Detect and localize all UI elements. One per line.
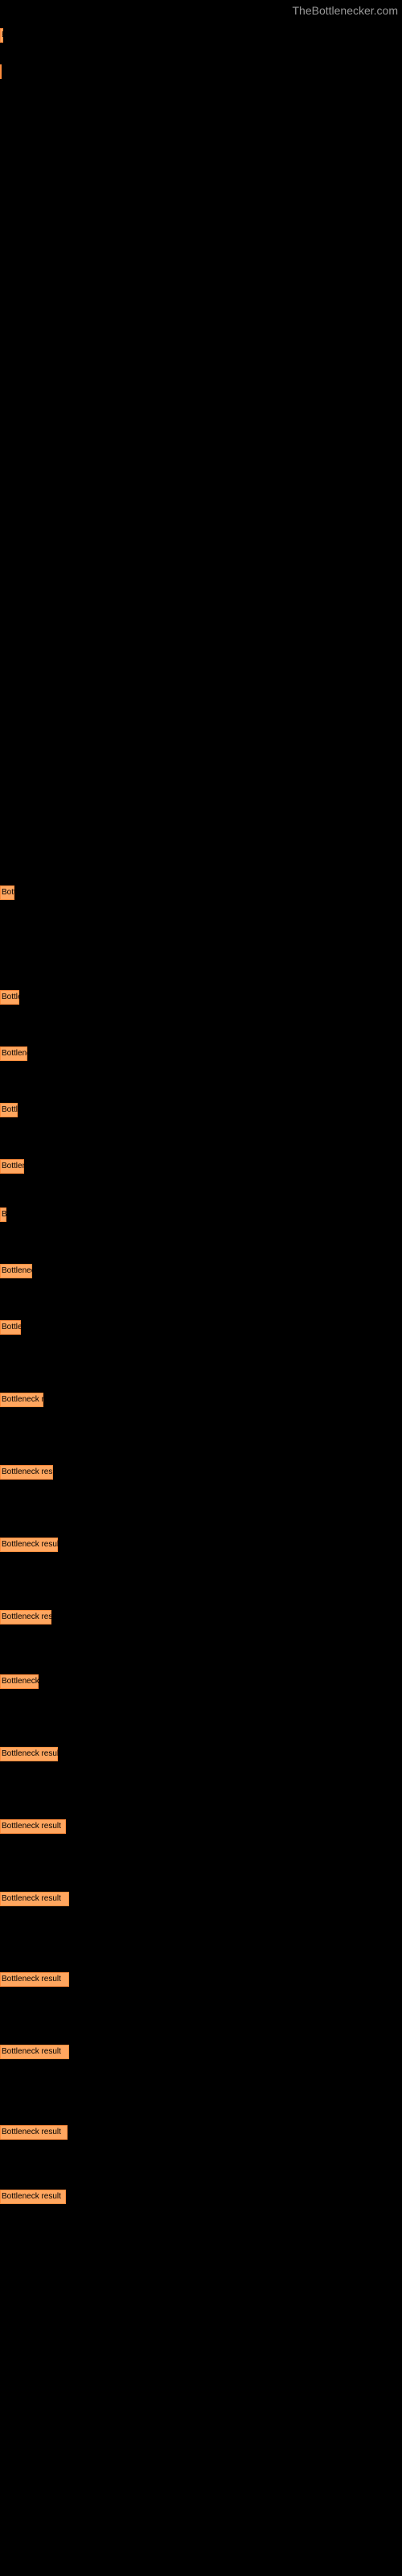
bottleneck-chart: Bottleneck result Bottleneck result Bottle… — [0, 0, 402, 2576]
bar-label: Bottleneck result — [2, 1747, 58, 1761]
bar-row — [0, 507, 402, 522]
bar-label: Bottleneck result — [2, 28, 3, 43]
bar-row: Bottleneck result — [0, 1538, 402, 1552]
bar-row: Bottleneck result — [0, 1819, 402, 1834]
bar-row: Bottleneck result — [0, 1465, 402, 1480]
bar-label: Bottleneck result — [2, 2190, 66, 2204]
bar-row: Bottleneck result — [0, 28, 402, 43]
bar-row: Bottleneck result — [0, 1103, 402, 1117]
bar-label: Bottleneck result — [2, 1320, 21, 1335]
bar-row: Bottleneck result — [0, 1208, 402, 1222]
bar-row — [0, 547, 402, 562]
bar-label: Bottleneck result — [2, 1046, 27, 1061]
bar-row: Bottleneck result — [0, 1747, 402, 1761]
bar-label: Bottleneck result — [2, 2125, 68, 2140]
bar-label: Bottleneck result — [2, 1610, 51, 1624]
bar-row: Bottleneck result — [0, 1674, 402, 1689]
bar-row: Bottleneck result — [0, 2190, 402, 2204]
bar-row — [0, 145, 402, 159]
bar-row — [0, 588, 402, 602]
bar-row: Bottleneck result — [0, 1610, 402, 1624]
bar-row: Bottleneck result — [0, 64, 402, 79]
bar-label: Bottleneck result — [2, 1159, 24, 1174]
bar-row — [0, 467, 402, 481]
bar-row — [0, 306, 402, 320]
bar-row — [0, 185, 402, 200]
bar-label: Bottleneck result — [2, 1892, 69, 1906]
bar-label: Bottleneck result — [2, 990, 19, 1005]
bar-row — [0, 225, 402, 240]
bar-row: Bottleneck result — [0, 1159, 402, 1174]
bar-row — [0, 789, 402, 803]
bar-row — [0, 749, 402, 763]
bar-row — [0, 386, 402, 401]
bar-row: Bottleneck result — [0, 1264, 402, 1278]
bar-row — [0, 708, 402, 723]
bar-label: Bottleneck result — [2, 1264, 32, 1278]
bar-label: Bottleneck result — [2, 1674, 39, 1689]
bar-label: Bottleneck result — [2, 1103, 18, 1117]
bar-label: Bottleneck result — [2, 1972, 69, 1987]
bottleneck-bar[interactable] — [0, 64, 2, 79]
bar-row — [0, 427, 402, 441]
bar-row: Bottleneck result — [0, 2125, 402, 2140]
bar-label: Bottleneck result — [2, 886, 14, 900]
bar-row — [0, 668, 402, 683]
bar-label: Bottleneck result — [2, 1208, 6, 1222]
bar-label: Bottleneck result — [2, 2045, 69, 2059]
bar-label: Bottleneck result — [2, 1393, 43, 1407]
bar-row: Bottleneck result — [0, 1046, 402, 1061]
bar-row — [0, 628, 402, 642]
bar-row — [0, 266, 402, 280]
bar-row: Bottleneck result — [0, 1393, 402, 1407]
bar-row — [0, 346, 402, 361]
bar-row: Bottleneck result — [0, 886, 402, 900]
bar-label: Bottleneck result — [2, 1538, 58, 1552]
bar-row: Bottleneck result — [0, 2045, 402, 2059]
bar-row: Bottleneck result — [0, 1892, 402, 1906]
bar-row: Bottleneck result — [0, 990, 402, 1005]
bar-label: Bottleneck result — [2, 1465, 53, 1480]
bar-row — [0, 105, 402, 119]
bar-label: Bottleneck result — [2, 1819, 66, 1834]
bar-row: Bottleneck result — [0, 1320, 402, 1335]
bar-row: Bottleneck result — [0, 1972, 402, 1987]
